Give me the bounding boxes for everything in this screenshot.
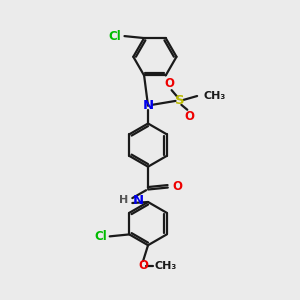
Text: O: O [138, 259, 148, 272]
Text: O: O [184, 110, 194, 123]
Text: CH₃: CH₃ [204, 91, 226, 101]
Text: CH₃: CH₃ [155, 261, 177, 271]
Text: Cl: Cl [109, 30, 122, 43]
Text: O: O [165, 77, 175, 90]
Text: S: S [175, 94, 184, 107]
Text: Cl: Cl [94, 230, 107, 243]
Text: N: N [132, 194, 143, 207]
Text: O: O [172, 180, 183, 193]
Text: N: N [142, 99, 154, 112]
Text: H: H [119, 195, 128, 205]
